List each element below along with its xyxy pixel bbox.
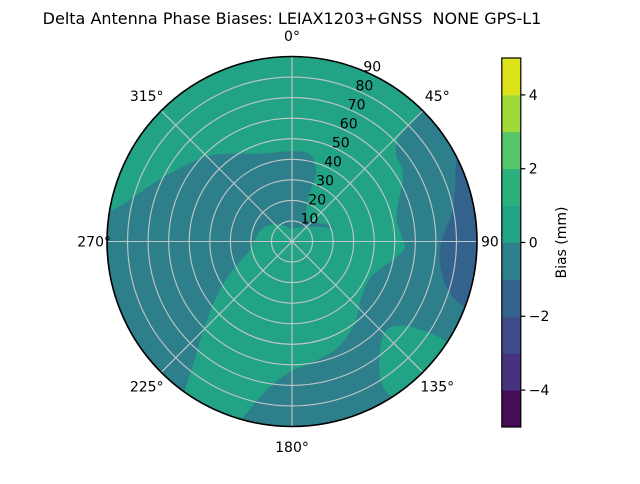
colorbar-segment <box>501 353 521 391</box>
angular-tick-label-225: 225° <box>130 380 164 396</box>
radial-tick-label-50: 50 <box>332 135 350 151</box>
polar-outline <box>106 55 478 428</box>
colorbar-segment <box>501 316 521 354</box>
polar-grid <box>107 56 477 427</box>
colorbar-axis-label: Bias (mm) <box>554 206 570 278</box>
angular-tick-label-270: 270° <box>77 234 111 250</box>
radial-tick-label-60: 60 <box>340 117 358 133</box>
radial-tick-label-40: 40 <box>324 154 342 170</box>
colorbar-segment <box>501 279 521 317</box>
angular-tick-label-0: 0° <box>284 29 300 45</box>
angular-tick-label-45: 45° <box>425 89 450 105</box>
colorbar-tick-label-0: 0 <box>529 235 538 251</box>
angular-tick-label-315: 315° <box>130 89 164 105</box>
colorbar-segment <box>501 58 521 96</box>
colorbar-segment <box>501 168 521 206</box>
colorbar-segment <box>501 242 521 280</box>
colorbar-tick-label--4: −4 <box>529 383 550 399</box>
radial-tick-label-30: 30 <box>316 173 334 189</box>
chart-title: Delta Antenna Phase Biases: LEIAX1203+GN… <box>42 9 542 28</box>
contour-region-southeast-green-patch <box>379 325 451 399</box>
colorbar: 4 2 0 −2 −4 Bias (mm) <box>501 57 570 428</box>
colorbar-tick-label-4: 4 <box>529 88 538 104</box>
radial-tick-label-90: 90 <box>363 60 381 76</box>
angular-tick-label-90: 90 <box>481 234 499 250</box>
radial-tick-label-80: 80 <box>355 79 373 95</box>
grid-spoke <box>160 110 424 373</box>
colorbar-segment <box>501 205 521 243</box>
radial-tick-label-20: 20 <box>308 192 326 208</box>
colorbar-segment <box>501 94 521 133</box>
radial-tick-label-70: 70 <box>348 98 366 114</box>
colorbar-tick-label--2: −2 <box>529 309 550 325</box>
radial-tick-label-10: 10 <box>300 211 318 227</box>
contour-region-west-band <box>107 151 336 399</box>
colorbar-segment <box>501 390 521 428</box>
colorbar-segment <box>501 131 521 170</box>
angular-tick-label-135: 135° <box>420 380 454 396</box>
angular-tick-label-180: 180° <box>275 440 309 456</box>
colorbar-tick-label-2: 2 <box>529 162 538 178</box>
